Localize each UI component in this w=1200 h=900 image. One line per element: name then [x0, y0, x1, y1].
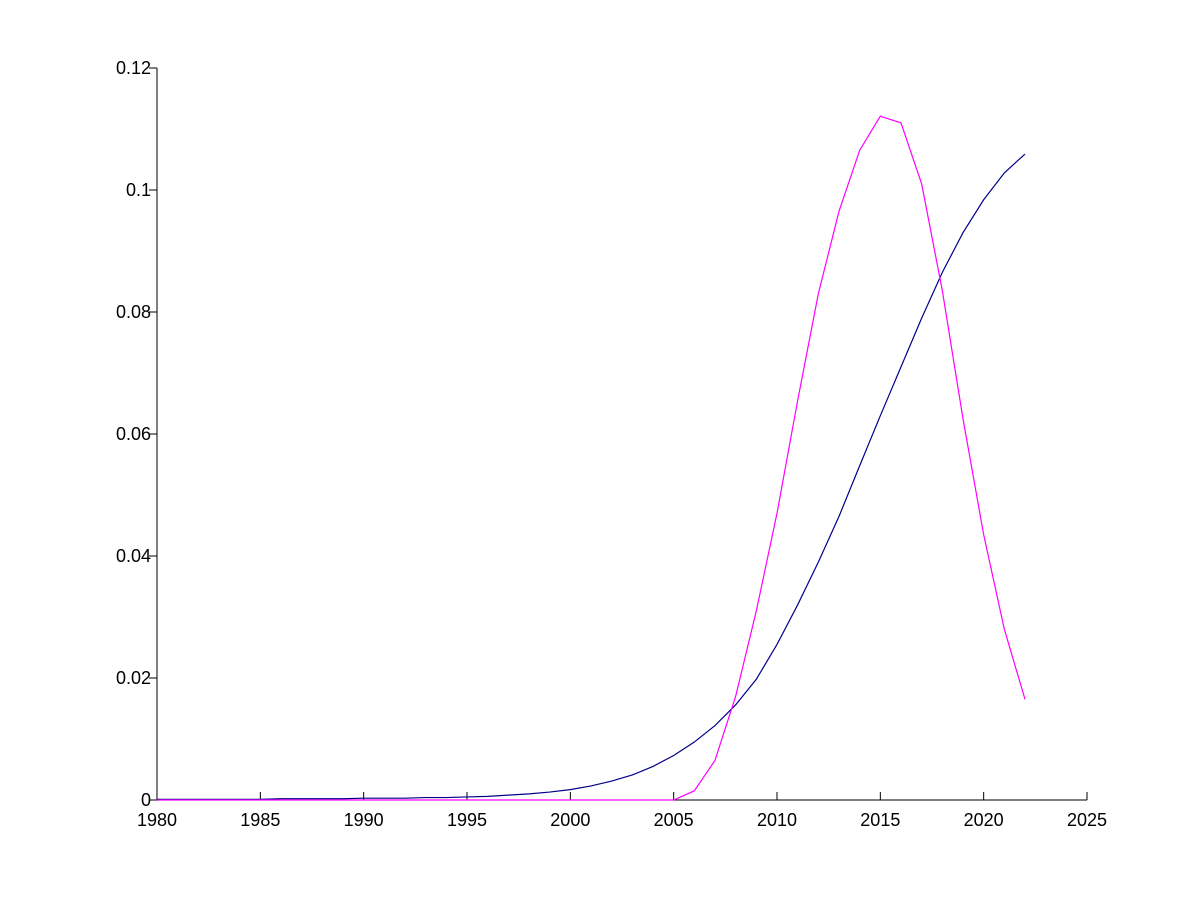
y-tick-label: 0: [141, 790, 151, 810]
x-tick-label: 2005: [654, 810, 694, 830]
y-tick-label: 0.06: [116, 424, 151, 444]
x-tick-label: 1995: [447, 810, 487, 830]
x-tick-label: 1985: [240, 810, 280, 830]
y-tick-label: 0.12: [116, 58, 151, 78]
y-tick-label: 0.08: [116, 302, 151, 322]
x-tick-label: 2000: [550, 810, 590, 830]
y-tick-label: 0.04: [116, 546, 151, 566]
x-tick-label: 1990: [344, 810, 384, 830]
line-series: [157, 153, 1026, 800]
x-tick-label: 2015: [860, 810, 900, 830]
y-tick-label: 0.02: [116, 668, 151, 688]
y-tick-label: 0.1: [126, 180, 151, 200]
x-tick-label: 1980: [137, 810, 177, 830]
line-series: [157, 115, 1026, 801]
x-tick-label: 2020: [964, 810, 1004, 830]
x-tick-label: 2025: [1067, 810, 1107, 830]
x-tick-label: 2010: [757, 810, 797, 830]
